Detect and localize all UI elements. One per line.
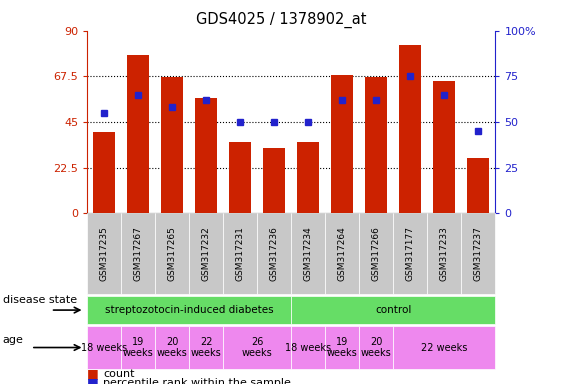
Text: 22 weeks: 22 weeks [421, 343, 468, 353]
Text: count: count [103, 369, 135, 379]
Text: GSM317233: GSM317233 [440, 226, 449, 281]
Text: disease state: disease state [3, 295, 77, 306]
Bar [229, 142, 252, 213]
Text: 22
weeks: 22 weeks [191, 337, 222, 358]
Text: GSM317236: GSM317236 [270, 226, 279, 281]
Bar [467, 158, 489, 213]
Text: ■: ■ [87, 367, 99, 380]
Text: GSM317267: GSM317267 [134, 226, 143, 281]
Bar [93, 132, 115, 213]
Text: 19
weeks: 19 weeks [123, 337, 154, 358]
Text: age: age [3, 335, 24, 345]
Text: GSM317177: GSM317177 [406, 226, 415, 281]
Bar [331, 75, 354, 213]
Text: 26
weeks: 26 weeks [242, 337, 272, 358]
Text: 19
weeks: 19 weeks [327, 337, 358, 358]
Text: GSM317231: GSM317231 [236, 226, 245, 281]
Text: GSM317235: GSM317235 [100, 226, 109, 281]
Text: 20
weeks: 20 weeks [157, 337, 187, 358]
Text: 20
weeks: 20 weeks [361, 337, 392, 358]
Text: 18 weeks: 18 weeks [285, 343, 332, 353]
Text: ■: ■ [87, 376, 99, 384]
Text: percentile rank within the sample: percentile rank within the sample [103, 378, 291, 384]
Text: 18 weeks: 18 weeks [81, 343, 127, 353]
Text: GDS4025 / 1378902_at: GDS4025 / 1378902_at [196, 12, 367, 28]
Bar [399, 45, 422, 213]
Text: control: control [375, 305, 412, 315]
Bar [434, 81, 455, 213]
Text: GSM317234: GSM317234 [304, 226, 313, 281]
Text: streptozotocin-induced diabetes: streptozotocin-induced diabetes [105, 305, 274, 315]
Bar [365, 77, 387, 213]
Bar [263, 148, 285, 213]
Bar [127, 55, 149, 213]
Text: GSM317264: GSM317264 [338, 226, 347, 281]
Bar [195, 98, 217, 213]
Text: GSM317266: GSM317266 [372, 226, 381, 281]
Text: GSM317237: GSM317237 [474, 226, 483, 281]
Text: GSM317265: GSM317265 [168, 226, 177, 281]
Text: GSM317232: GSM317232 [202, 226, 211, 281]
Bar [161, 77, 184, 213]
Bar [297, 142, 319, 213]
